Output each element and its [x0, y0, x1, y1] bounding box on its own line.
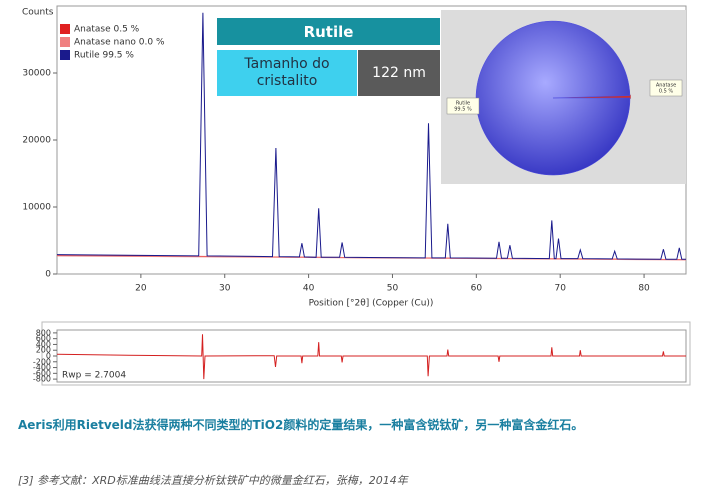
legend-label: Anatase 0.5 % [74, 25, 140, 35]
residual-panel [41, 321, 691, 386]
pie-label: Rutile [456, 101, 470, 107]
x-tick-label: 20 [135, 284, 147, 294]
series-line [56, 334, 686, 380]
x-tick-label: 30 [219, 284, 231, 294]
reference: [3] 参考文献：XRD标准曲线法直接分析钛铁矿中的微量金红石，张梅，2014年 [18, 474, 408, 487]
series-line [56, 12, 686, 260]
y-tick-label: 30000 [22, 69, 51, 79]
x-axis-label: Position [°2θ] (Copper (Cu)) [309, 299, 434, 309]
table-cell: Tamanho do cristalito [217, 50, 357, 96]
x-tick-label: 50 [387, 284, 399, 294]
x-tick-label: 60 [471, 284, 483, 294]
y-axis-label: Counts [22, 8, 54, 18]
y-tick-label: 600 [36, 334, 51, 343]
legend-label: Anatase nano 0.0 % [74, 38, 165, 48]
table-cell: 122 nm [358, 50, 440, 96]
y-tick-label: 10000 [22, 203, 51, 213]
y-tick-label: 20000 [22, 136, 51, 146]
caption: Aeris利用Rietveld法获得两种不同类型的TiO2颜料的定量结果，一种富… [18, 418, 584, 432]
legend-label: Rutile 99.5 % [74, 51, 134, 61]
y-tick-label: -200 [33, 357, 51, 366]
x-tick-label: 70 [554, 284, 566, 294]
y-tick-label: 0 [46, 352, 51, 361]
pie-slice [475, 20, 631, 176]
pie-label: Anatase [656, 83, 676, 89]
annotation: Rwp = 2.7004 [62, 371, 126, 381]
legend-swatch [60, 24, 70, 34]
y-tick-label: 400 [36, 340, 51, 349]
pie-label-box [446, 97, 480, 115]
pie-label-box [649, 79, 683, 97]
y-tick-label: 0 [45, 270, 51, 280]
y-tick-label: 200 [36, 346, 51, 355]
legend-swatch [60, 50, 70, 60]
table-header: Rutile [217, 18, 440, 45]
x-tick-label: 80 [638, 284, 650, 294]
pie-value-label: 0.5 % [659, 89, 674, 95]
pie-value-label: 99.5 % [454, 107, 472, 113]
legend-swatch [60, 37, 70, 47]
y-tick-label: -600 [33, 369, 51, 378]
y-tick-label: 800 [36, 328, 51, 337]
y-tick-label: -800 [33, 375, 51, 384]
y-tick-label: -400 [33, 363, 51, 372]
x-tick-label: 40 [303, 284, 315, 294]
